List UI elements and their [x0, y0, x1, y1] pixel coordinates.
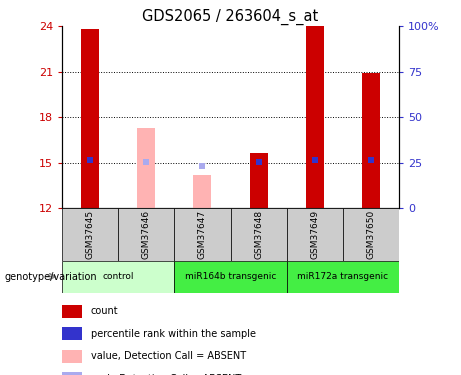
- Text: count: count: [91, 306, 118, 316]
- Text: genotype/variation: genotype/variation: [5, 272, 97, 282]
- Text: value, Detection Call = ABSENT: value, Detection Call = ABSENT: [91, 351, 246, 361]
- Bar: [194, 175, 212, 208]
- Bar: [62, 327, 83, 340]
- Text: GSM37649: GSM37649: [310, 210, 319, 259]
- Bar: [230, 208, 287, 261]
- Text: GSM37646: GSM37646: [142, 210, 151, 259]
- Bar: [362, 73, 380, 208]
- Bar: [306, 26, 324, 208]
- Text: GSM37647: GSM37647: [198, 210, 207, 259]
- Bar: [62, 372, 83, 375]
- Text: GSM37645: GSM37645: [86, 210, 95, 259]
- Bar: [287, 208, 343, 261]
- Text: control: control: [103, 272, 134, 281]
- Bar: [249, 153, 267, 208]
- Text: miR164b transgenic: miR164b transgenic: [185, 272, 276, 281]
- Bar: [62, 261, 174, 292]
- Bar: [174, 261, 287, 292]
- Bar: [287, 261, 399, 292]
- Bar: [62, 208, 118, 261]
- Text: GSM37648: GSM37648: [254, 210, 263, 259]
- Text: percentile rank within the sample: percentile rank within the sample: [91, 329, 256, 339]
- Text: GSM37650: GSM37650: [366, 210, 375, 259]
- Bar: [81, 29, 99, 208]
- Bar: [343, 208, 399, 261]
- Bar: [62, 350, 83, 363]
- Text: miR172a transgenic: miR172a transgenic: [297, 272, 388, 281]
- Bar: [137, 128, 155, 208]
- Text: rank, Detection Call = ABSENT: rank, Detection Call = ABSENT: [91, 374, 241, 375]
- Bar: [174, 208, 230, 261]
- Bar: [62, 305, 83, 318]
- Bar: [118, 208, 174, 261]
- Title: GDS2065 / 263604_s_at: GDS2065 / 263604_s_at: [142, 9, 319, 25]
